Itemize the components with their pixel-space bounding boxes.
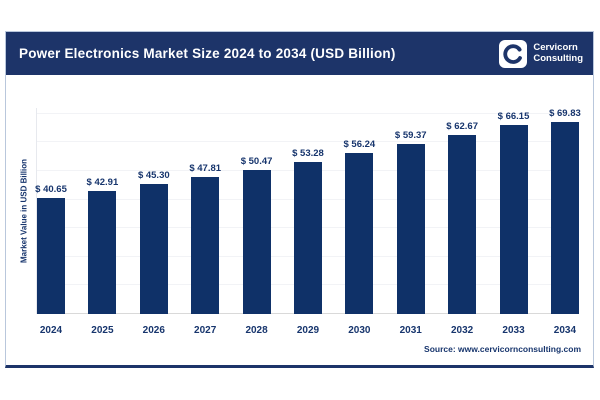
bar: [345, 153, 374, 314]
bar-value-label: $ 56.24: [343, 139, 376, 151]
bar-value-label: $ 62.67: [446, 120, 478, 132]
bar-value-label: $ 53.28: [292, 147, 324, 159]
bar-value-label: $ 69.83: [549, 108, 581, 119]
bar-group: $ 50.47 2028: [240, 108, 273, 336]
x-tick-label: 2031: [399, 325, 422, 336]
logo-c-icon: [499, 39, 528, 68]
logo-text-line2: Consulting: [533, 52, 583, 64]
x-tick-label: 2032: [451, 325, 474, 336]
bar-value-label: $ 59.37: [394, 130, 427, 142]
bar-value-label: $ 42.91: [86, 177, 119, 189]
x-tick-label: 2034: [553, 325, 577, 336]
chart-area: Market Value in USD Billion $ 40.65 2024 $…: [6, 75, 593, 365]
bar-value-label: $ 45.30: [137, 170, 170, 182]
x-tick-label: 2030: [348, 325, 371, 336]
bar-value-label: $ 66.15: [497, 110, 530, 122]
chart-card: Power Electronics Market Size 2024 to 20…: [5, 31, 594, 368]
bar: [242, 169, 271, 314]
bar-group: $ 66.15 2033: [497, 108, 530, 336]
bar-group: $ 40.65 2024: [35, 108, 67, 336]
x-tick-label: 2026: [142, 325, 165, 336]
bar-group: $ 47.81 2027: [189, 108, 222, 336]
bar: [448, 134, 477, 314]
bar: [293, 161, 322, 314]
bar-value-label: $ 47.81: [189, 163, 222, 175]
chart-title: Power Electronics Market Size 2024 to 20…: [19, 46, 396, 61]
x-tick-label: 2024: [39, 325, 63, 336]
bar: [191, 177, 220, 314]
bar-value-label: $ 40.65: [35, 183, 67, 195]
x-tick-label: 2027: [194, 325, 217, 336]
bar-group: $ 53.28 2029: [292, 108, 324, 336]
bar: [499, 124, 528, 314]
bar-group: $ 45.30 2026: [137, 108, 170, 336]
bar: [37, 197, 65, 314]
bar-group: $ 59.37 2031: [394, 108, 427, 336]
x-tick-label: 2029: [296, 325, 320, 336]
bar: [550, 122, 579, 314]
gridline: [37, 141, 579, 143]
bar: [139, 184, 168, 314]
bar-group: $ 62.67 2032: [446, 108, 478, 336]
x-tick-label: 2033: [502, 325, 525, 336]
header-bar: Power Electronics Market Size 2024 to 20…: [6, 32, 593, 75]
y-axis-label: Market Value in USD Billion: [19, 158, 29, 264]
x-tick-label: 2028: [245, 325, 268, 336]
logo-text-line1: Cervicorn: [533, 41, 578, 53]
bar-group: $ 42.91 2025: [86, 108, 119, 336]
bar-value-label: $ 50.47: [240, 155, 273, 167]
gridline: [37, 112, 579, 114]
x-tick-label: 2025: [91, 325, 114, 336]
bar: [88, 191, 117, 314]
bar-group: $ 69.83 2034: [549, 108, 581, 336]
company-logo: Cervicorn Consulting: [499, 39, 583, 68]
bar-group: $ 56.24 2030: [343, 108, 376, 336]
bar: [396, 144, 425, 314]
source-text: Source: www.cervicornconsulting.com: [424, 344, 581, 354]
plot-area: $ 40.65 2024 $ 42.91 2025 $ 45.30 2026 $ 47.81…: [35, 108, 581, 336]
logo-text: Cervicorn Consulting: [533, 41, 583, 65]
